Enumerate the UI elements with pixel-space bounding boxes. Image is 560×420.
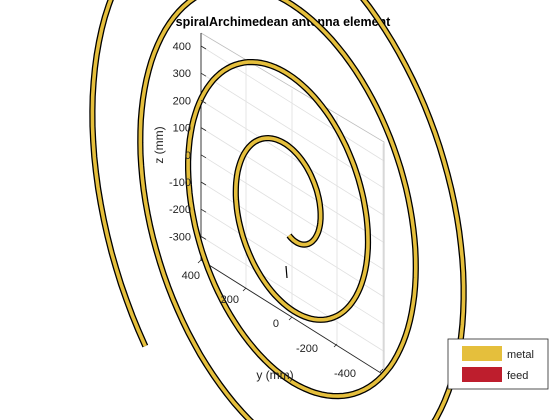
grid-line-z: [200, 45, 385, 162]
legend-label-feed: feed: [507, 370, 528, 382]
z-tick-mark: [200, 127, 207, 131]
z-tick-label: 0: [185, 150, 191, 162]
spiral-antenna-metal: [89, 0, 467, 420]
box-back-edge: [200, 32, 385, 375]
legend-label-metal: metal: [507, 349, 534, 361]
z-tick-mark: [200, 100, 207, 104]
y-tick-mark: [379, 368, 384, 373]
axes-box: [200, 32, 385, 376]
y-axis-line: [200, 259, 385, 376]
y-tick-mark: [288, 316, 293, 321]
z-tick-mark: [200, 181, 207, 186]
grid-line-z: [200, 127, 385, 243]
chart-title: spiralArchimedean antenna element: [176, 15, 391, 29]
z-tick-label: 400: [173, 41, 191, 53]
z-tick-label: 300: [173, 68, 191, 80]
z-tick-label: 200: [173, 95, 191, 107]
grid-line-z: [200, 154, 385, 271]
y-tick-mark: [197, 259, 202, 264]
legend[interactable]: metal feed: [447, 338, 549, 390]
z-tick-label: -300: [169, 231, 191, 243]
z-tick-mark: [200, 72, 207, 77]
z-tick-label: 100: [173, 123, 191, 135]
y-tick-label: 0: [273, 318, 279, 330]
y-tick-label: 200: [221, 294, 239, 306]
z-tick-mark: [200, 45, 207, 50]
z-tick-label: -100: [169, 177, 191, 189]
y-tick-mark: [242, 287, 247, 292]
y-axis-ticks: 400 200 0 -200 -400: [182, 259, 384, 380]
axes-grid: [200, 35, 385, 369]
y-tick-label: -400: [334, 368, 356, 380]
y-tick-label: -200: [296, 343, 318, 355]
legend-swatch-feed: [462, 367, 502, 382]
z-axis-label: z (mm): [152, 126, 166, 163]
y-axis-label: y (mm): [256, 368, 293, 382]
y-tick-label: 400: [182, 270, 200, 282]
z-axis-ticks: 400 300 200 100 0 -100 -200 -300: [169, 41, 207, 243]
legend-swatch-metal: [462, 346, 502, 361]
z-tick-mark: [200, 208, 207, 213]
grid-line-z: [200, 100, 385, 216]
z-tick-mark: [200, 236, 207, 240]
y-tick-mark: [333, 343, 338, 348]
z-tick-mark: [200, 154, 207, 159]
grid-line-z: [200, 236, 385, 352]
feed-line: [285, 265, 288, 279]
z-tick-label: -200: [169, 204, 191, 216]
